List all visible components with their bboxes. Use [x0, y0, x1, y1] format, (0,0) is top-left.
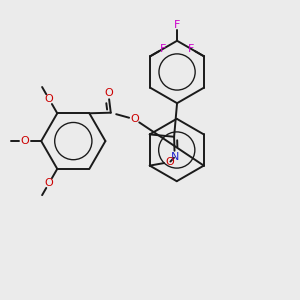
Text: N: N: [170, 152, 179, 162]
Text: O: O: [20, 136, 29, 146]
Text: F: F: [174, 20, 180, 30]
Text: O: O: [45, 94, 53, 104]
Text: O: O: [166, 157, 174, 167]
Text: O: O: [104, 88, 113, 98]
Text: F: F: [160, 44, 167, 54]
Text: O: O: [45, 178, 53, 188]
Text: O: O: [130, 114, 139, 124]
Text: F: F: [188, 44, 194, 54]
